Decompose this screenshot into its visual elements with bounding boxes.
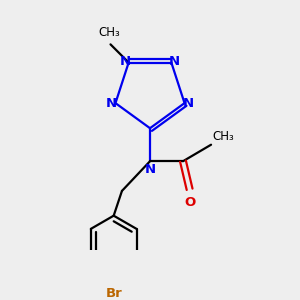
Text: N: N: [106, 97, 117, 110]
Text: N: N: [169, 55, 180, 68]
Text: Br: Br: [105, 287, 122, 300]
Text: CH₃: CH₃: [98, 26, 120, 39]
Text: N: N: [120, 55, 131, 68]
Text: N: N: [144, 163, 156, 176]
Text: O: O: [184, 196, 195, 209]
Text: CH₃: CH₃: [213, 130, 235, 143]
Text: N: N: [183, 97, 194, 110]
